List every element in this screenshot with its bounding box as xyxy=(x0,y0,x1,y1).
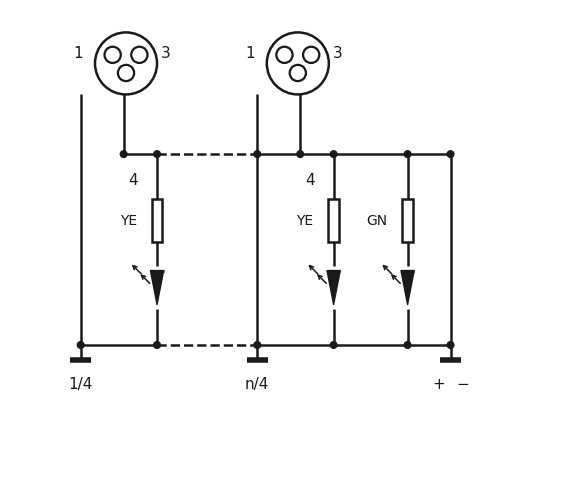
Text: 1: 1 xyxy=(74,47,83,61)
Text: 3: 3 xyxy=(161,47,171,61)
Circle shape xyxy=(120,151,127,157)
Text: 3: 3 xyxy=(333,47,342,61)
Circle shape xyxy=(154,342,160,348)
Text: n/4: n/4 xyxy=(245,377,269,392)
Text: YE: YE xyxy=(120,214,137,228)
Text: YE: YE xyxy=(297,214,314,228)
Circle shape xyxy=(254,342,261,348)
Bar xyxy=(328,199,339,242)
Text: 4: 4 xyxy=(128,173,138,188)
Polygon shape xyxy=(150,271,164,305)
Polygon shape xyxy=(327,271,340,305)
Circle shape xyxy=(447,151,454,157)
Text: +: + xyxy=(432,377,445,392)
Bar xyxy=(152,199,162,242)
Circle shape xyxy=(154,151,160,157)
Text: 4: 4 xyxy=(305,173,315,188)
Circle shape xyxy=(404,151,411,157)
Text: GN: GN xyxy=(366,214,387,228)
Circle shape xyxy=(254,151,261,157)
Circle shape xyxy=(447,342,454,348)
Text: 1/4: 1/4 xyxy=(69,377,93,392)
Polygon shape xyxy=(401,271,414,305)
Text: −: − xyxy=(456,377,469,392)
Circle shape xyxy=(77,342,84,348)
Text: 1: 1 xyxy=(246,47,255,61)
Circle shape xyxy=(297,151,303,157)
Circle shape xyxy=(330,151,337,157)
Circle shape xyxy=(330,342,337,348)
Circle shape xyxy=(404,342,411,348)
Bar xyxy=(403,199,413,242)
